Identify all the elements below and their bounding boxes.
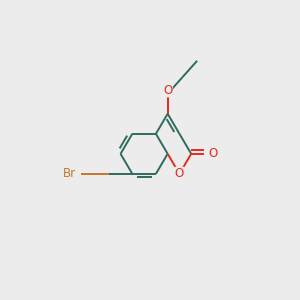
Text: O: O	[209, 147, 218, 160]
Text: Br: Br	[63, 167, 76, 180]
Text: O: O	[175, 167, 184, 180]
Text: O: O	[163, 84, 172, 97]
